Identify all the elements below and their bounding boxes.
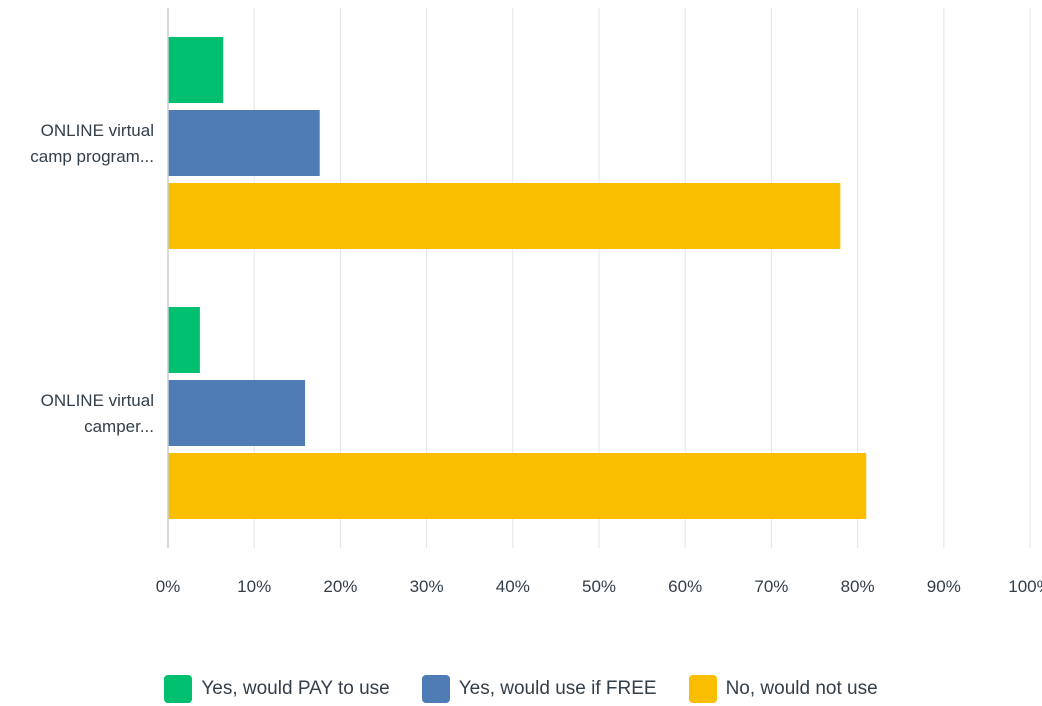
x-tick-label: 40% [496,577,530,596]
x-tick-label: 100% [1008,577,1042,596]
x-tick-label: 0% [156,577,181,596]
x-tick-label: 80% [841,577,875,596]
category-label: ONLINE virtual [41,391,154,410]
x-tick-label: 20% [323,577,357,596]
bars [168,37,867,519]
bar[interactable] [168,110,320,176]
legend-swatch [164,675,193,703]
category-label: camp program... [30,147,154,166]
gridlines [253,8,1031,548]
legend-swatch [421,675,450,703]
legend: Yes, would PAY to use Yes, would use if F… [0,672,1042,706]
legend-label: No, would not use [725,678,878,699]
bar[interactable] [168,307,200,373]
legend-label: Yes, would use if FREE [458,678,657,699]
legend-item[interactable]: Yes, would PAY to use [164,675,390,703]
x-tick-label: 90% [927,577,961,596]
bar[interactable] [168,183,841,249]
bar[interactable] [168,453,867,519]
bar-chart: 0% 10% 20% 30% 40% 50% 60% 70% 80% 90% 100% ONLINE… [30,8,1042,596]
x-tick-label: 30% [410,577,444,596]
legend-item[interactable]: Yes, would use if FREE [421,675,657,703]
category-labels: ONLINE virtual camp program... ONLINE virt… [30,121,154,436]
bar[interactable] [168,37,224,103]
legend-swatch [688,675,717,703]
legend-item[interactable]: No, would not use [688,675,878,703]
category-label: ONLINE virtual [41,121,154,140]
x-tick-label: 60% [668,577,702,596]
x-tick-label: 10% [237,577,271,596]
x-tick-label: 70% [754,577,788,596]
legend-label: Yes, would PAY to use [201,678,390,699]
bar[interactable] [168,380,306,446]
x-tick-label: 50% [582,577,616,596]
category-label: camper... [84,417,154,436]
x-tick-labels: 0% 10% 20% 30% 40% 50% 60% 70% 80% 90% 100% [156,577,1042,596]
